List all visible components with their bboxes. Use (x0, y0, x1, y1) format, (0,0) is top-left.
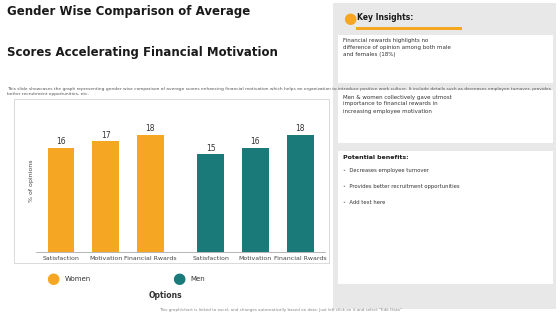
Text: Potential benefits:: Potential benefits: (343, 155, 408, 160)
Bar (287, 135, 314, 252)
Text: This graph/chart is linked to excel, and changes automatically based on data. Ju: This graph/chart is linked to excel, and… (158, 308, 402, 312)
Text: 18: 18 (146, 124, 155, 133)
Text: Men: Men (190, 276, 205, 282)
Text: 18: 18 (296, 124, 305, 133)
Text: ●: ● (172, 271, 186, 286)
Text: Scores Accelerating Financial Motivation: Scores Accelerating Financial Motivation (7, 46, 278, 59)
Text: Gender Wise Comparison of Average: Gender Wise Comparison of Average (7, 5, 250, 18)
Y-axis label: % of opinions: % of opinions (29, 159, 34, 202)
Bar (48, 148, 74, 252)
Text: 15: 15 (206, 144, 216, 153)
Text: Men & women collectively gave utmost
importance to financial rewards in
increasi: Men & women collectively gave utmost imp… (343, 94, 451, 113)
Bar (242, 148, 269, 252)
Text: ◦  Provides better recruitment opportunities: ◦ Provides better recruitment opportunit… (343, 184, 459, 189)
Text: Options: Options (148, 291, 182, 300)
Text: This slide showcases the graph representing gender wise comparison of average sc: This slide showcases the graph represent… (7, 87, 550, 96)
Text: ◦  Decreases employee turnover: ◦ Decreases employee turnover (343, 168, 429, 173)
Text: ●: ● (46, 271, 60, 286)
Text: Key Insights:: Key Insights: (357, 13, 414, 22)
Bar (92, 141, 119, 252)
Bar (137, 135, 164, 252)
Text: 16: 16 (56, 137, 66, 146)
Text: 17: 17 (101, 131, 110, 140)
Text: Financial rewards highlights no
difference of opinion among both male
and female: Financial rewards highlights no differen… (343, 38, 451, 57)
Text: Women: Women (64, 276, 91, 282)
Text: ◦  Add text here: ◦ Add text here (343, 200, 385, 205)
Text: ●: ● (343, 11, 356, 26)
Bar (197, 154, 224, 252)
Text: 16: 16 (251, 137, 260, 146)
